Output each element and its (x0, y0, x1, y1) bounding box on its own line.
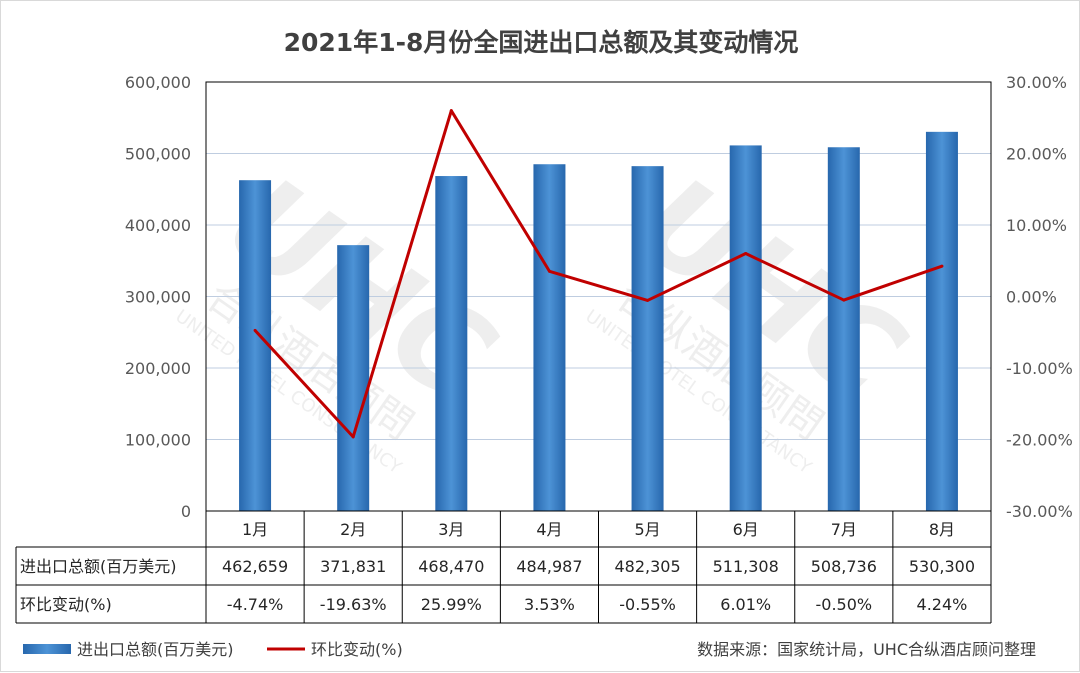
legend-label: 环比变动(%) (311, 640, 403, 659)
data-label: 371,831 (320, 557, 386, 576)
data-label: -0.50% (816, 595, 873, 614)
data-label: 530,300 (909, 557, 975, 576)
y-right-tick-label: -20.00% (1006, 431, 1073, 450)
bar (827, 147, 860, 511)
bars (239, 131, 958, 512)
bar (631, 166, 664, 512)
legend: 进出口总额(百万美元) 环比变动(%) (23, 640, 403, 659)
line-point (940, 264, 944, 268)
y-left-tick-label: 300,000 (125, 288, 191, 307)
source-note: 数据来源：国家统计局，UHC合纵酒店顾问整理 (697, 640, 1036, 659)
data-label: 484,987 (516, 557, 582, 576)
category-label: 6月 (733, 520, 759, 539)
category-label: 7月 (831, 520, 857, 539)
line-point (842, 298, 846, 302)
category-label: 3月 (438, 520, 464, 539)
category-label: 4月 (536, 520, 562, 539)
data-label: 4.24% (917, 595, 968, 614)
category-label: 2月 (340, 520, 366, 539)
bar (239, 180, 272, 511)
y-left-tick-label: 400,000 (125, 216, 191, 235)
category-label: 5月 (634, 520, 660, 539)
y-right-tick-label: 30.00% (1006, 73, 1067, 92)
line-point (547, 269, 551, 273)
data-label: -4.74% (227, 595, 284, 614)
line-path (253, 109, 943, 439)
category-label: 8月 (929, 520, 955, 539)
data-label: 462,659 (222, 557, 288, 576)
data-label: 3.53% (524, 595, 575, 614)
legend-swatch-bar (23, 644, 71, 654)
y-right-tick-label: -10.00% (1006, 359, 1073, 378)
data-label: -19.63% (320, 595, 387, 614)
bar (337, 245, 370, 511)
line-point (253, 328, 257, 332)
data-label: 508,736 (811, 557, 877, 576)
y-right-tick-label: 0.00% (1006, 288, 1057, 307)
bar (925, 131, 958, 511)
y-left-tick-label: 200,000 (125, 359, 191, 378)
line-point (449, 109, 453, 113)
table-row-header: 进出口总额(百万美元) (20, 557, 177, 576)
bar (533, 164, 566, 511)
line-point (646, 298, 650, 302)
y-left-tick-label: 500,000 (125, 145, 191, 164)
line-series (253, 109, 944, 439)
line-point (351, 435, 355, 439)
bar (435, 176, 468, 511)
y-left-tick-label: 600,000 (125, 73, 191, 92)
data-label: 468,470 (418, 557, 484, 576)
axes: 0 -30.00% 100,000 -20.00% 200,000 -10.00% 300,… (125, 73, 1073, 521)
data-label: 6.01% (720, 595, 771, 614)
bar (729, 145, 762, 511)
category-label: 1月 (242, 520, 268, 539)
y-left-tick-label: 100,000 (125, 431, 191, 450)
data-label: 511,308 (713, 557, 779, 576)
y-right-tick-label: 20.00% (1006, 145, 1067, 164)
data-label: -0.55% (619, 595, 676, 614)
y-right-tick-label: -30.00% (1006, 502, 1073, 521)
table-row-header: 环比变动(%) (20, 595, 112, 614)
y-left-tick-label: 0 (181, 502, 191, 521)
chart-title: 2021年1-8月份全国进出口总额及其变动情况 (284, 28, 799, 57)
line-point (744, 252, 748, 256)
legend-label: 进出口总额(百万美元) (77, 640, 234, 659)
data-label: 25.99% (421, 595, 482, 614)
y-right-tick-label: 10.00% (1006, 216, 1067, 235)
data-label: 482,305 (614, 557, 680, 576)
